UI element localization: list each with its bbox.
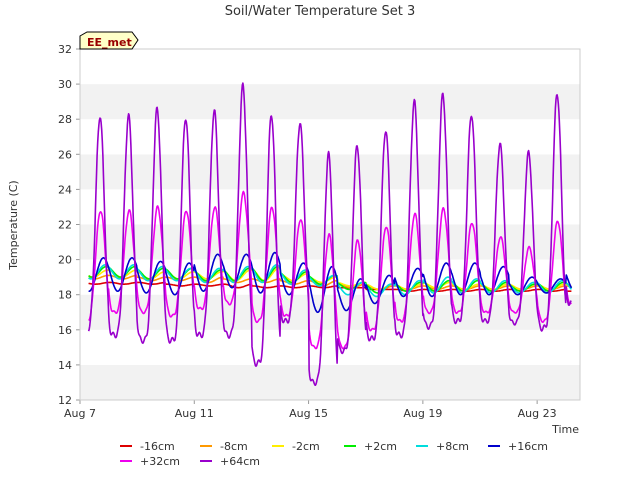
- x-tick-label: Aug 23: [518, 407, 557, 420]
- plot-area-border: [79, 48, 581, 401]
- x-axis-label: Time: [551, 423, 579, 436]
- grid-band: [80, 329, 580, 365]
- legend-label: -8cm: [220, 440, 248, 453]
- y-tick-label: 16: [58, 324, 72, 337]
- y-tick-label: 22: [58, 219, 72, 232]
- y-axis-ticks: 12 14 16 18 20 22 24 26 28 30 32: [58, 43, 80, 407]
- legend-label: +32cm: [140, 455, 180, 468]
- legend-label: +8cm: [436, 440, 469, 453]
- series-line-+16cm: [88, 251, 573, 314]
- x-axis-ticks: Aug 7 Aug 11 Aug 15 Aug 19 Aug 23: [64, 400, 557, 420]
- y-tick-label: 30: [58, 78, 72, 91]
- series-lines: [87, 82, 573, 387]
- y-tick-label: 18: [58, 289, 72, 302]
- legend-label: +2cm: [364, 440, 397, 453]
- y-tick-label: 28: [58, 113, 72, 126]
- x-tick-label: Aug 15: [289, 407, 328, 420]
- legend-label: +16cm: [508, 440, 548, 453]
- y-tick-label: 12: [58, 394, 72, 407]
- legend-label: -16cm: [140, 440, 175, 453]
- x-tick-label: Aug 19: [403, 407, 442, 420]
- x-tick-label: Aug 11: [175, 407, 214, 420]
- grid-band: [80, 294, 580, 330]
- legend-label: -2cm: [292, 440, 320, 453]
- y-tick-label: 24: [58, 183, 72, 196]
- site-label: EE_met: [87, 36, 132, 49]
- grid-band: [80, 119, 580, 155]
- chart-title: Soil/Water Temperature Set 3: [225, 4, 416, 19]
- legend-label: +64cm: [220, 455, 260, 468]
- series-line-+64cm: [87, 82, 572, 387]
- y-tick-label: 20: [58, 254, 72, 267]
- y-tick-label: 14: [58, 359, 72, 372]
- legend: -16cm -8cm -2cm +2cm +8cm +16cm +32cm +64cm: [120, 440, 548, 468]
- grid-band: [80, 84, 580, 120]
- y-tick-label: 26: [58, 148, 72, 161]
- y-axis-label: Temperature (C): [7, 180, 20, 270]
- x-tick-label: Aug 7: [64, 407, 96, 420]
- grid-band: [80, 364, 580, 400]
- site-label-box: EE_met: [79, 31, 139, 50]
- grid-band: [80, 49, 580, 85]
- y-tick-label: 32: [58, 43, 72, 56]
